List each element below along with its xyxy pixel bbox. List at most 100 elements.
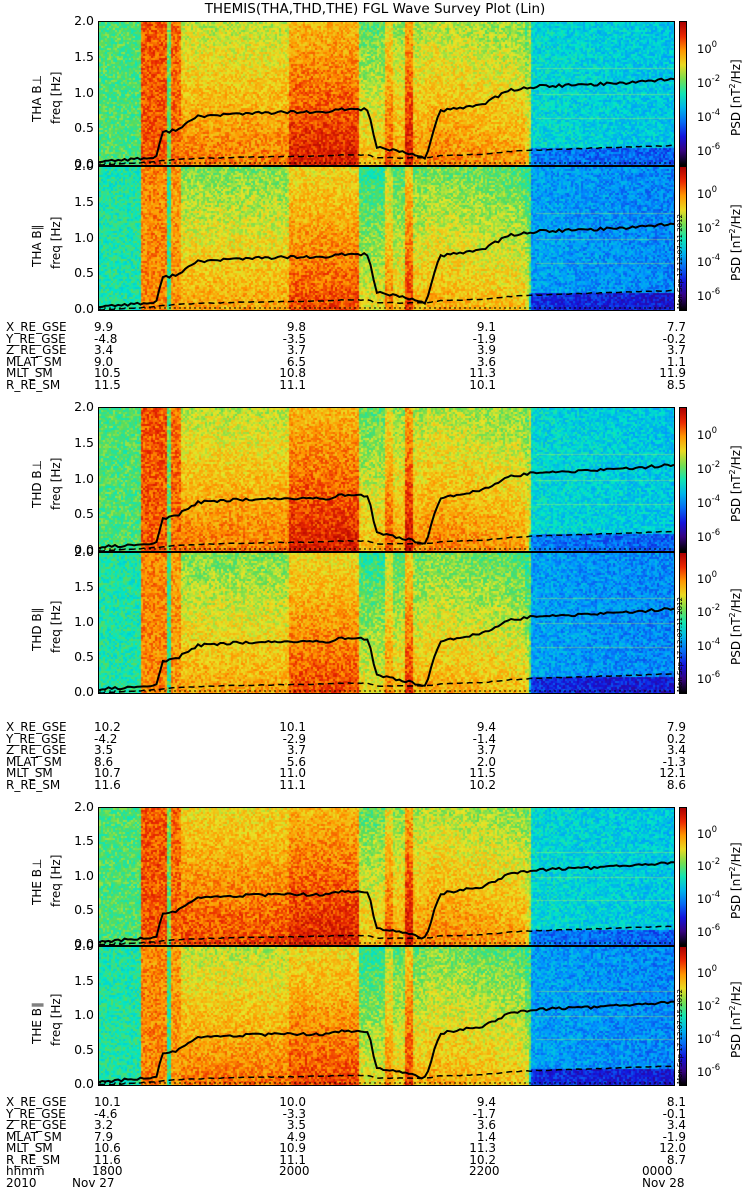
colorbar-tick-base: 10 [697,529,712,544]
colorbar-label-suffix: /Hz] [729,58,743,83]
colorbar-tick-exponent: -4 [711,636,721,647]
colorbar-label-suffix: /Hz] [729,841,743,866]
y-tick-label: 0.0 [74,542,94,557]
colorbar-tick-base: 10 [697,143,712,158]
colorbar-tick-exponent: -2 [711,857,721,868]
orbit-value: 6.5 [286,354,306,369]
orbit-value: -2.9 [282,731,306,746]
orbit-value: 3.4 [94,343,114,358]
colorbar [679,407,687,552]
y-tick-label: 1.5 [74,579,94,594]
lower-frequency-curve [99,289,674,310]
orbit-value: 11.0 [279,766,306,781]
colorbar-tick-exponent: -4 [711,252,721,263]
colorbar-tick-exponent: -6 [711,670,721,681]
y-tick-label: 0.5 [74,506,94,522]
colorbar-tick-base: 10 [697,461,712,476]
colorbar-label-exponent: 2 [728,865,737,871]
colorbar [679,21,687,166]
y-axis-unit-label: freq [Hz] [49,216,63,269]
colorbar-tick-label: 10-2 [697,857,720,872]
colorbar-tick-base: 10 [697,891,712,906]
plot-title: THEMIS(THA,THD,THE) FGL Wave Survey Plot… [204,1,546,17]
orbit-value: 11.3 [469,1141,496,1156]
orbit-value: 1.4 [476,1129,496,1144]
orbit-row-label: Y_RE_GSE [6,331,66,346]
colorbar-tick-exponent: -2 [711,996,721,1007]
orbit-row-label: Z_RE_GSE [6,1118,67,1133]
colorbar-tick-exponent: -6 [711,286,721,297]
colorbar-tick-exponent: -6 [711,527,721,538]
colorbar [679,166,687,311]
y-tick-label: 2.0 [74,399,94,414]
colorbar-label: PSD [nT2/Hz] [728,588,743,665]
orbit-value: 3.5 [94,743,114,758]
orbit-value: 10.2 [94,720,121,734]
orbit-value: 12.1 [659,766,686,781]
colorbar-tick-base: 10 [697,859,712,874]
y-axis-unit-label: freq [Hz] [49,854,63,907]
orbit-row-label: Y_RE_GSE [6,1106,66,1121]
orbit-row-label: X_RE_GSE [6,320,67,334]
orbit-value: -0.2 [662,331,686,346]
y-tick-label: 0.0 [74,684,94,699]
orbit-value: 8.5 [666,378,686,392]
colorbar-label-suffix: /Hz] [729,588,743,613]
colorbar-tick-base: 10 [697,672,712,687]
orbit-value: 11.6 [94,1153,121,1167]
y-tick-label: 1.5 [74,48,94,64]
colorbar-tick-label: 10-2 [697,603,720,618]
colorbar-label-exponent: 2 [728,612,737,618]
lower-frequency-curve [99,530,674,551]
orbit-value: 10.9 [279,1141,306,1156]
colorbar-tick-base: 10 [697,288,712,303]
colorbar-tick-base: 10 [697,427,712,442]
panel-thd-bpar [98,552,675,694]
colorbar-tick-exponent: 0 [711,39,718,50]
orbit-value: 10.6 [94,1141,121,1156]
generation-timestamp: Mon Sep 17 12:07:15 2012 [676,988,684,1084]
colorbar-tick-label: 10-6 [697,670,720,685]
colorbar-tick-base: 10 [697,75,712,90]
colorbar-tick-label: 100 [697,825,717,840]
colorbar-tick-base: 10 [697,571,712,586]
orbit-value: -4.6 [94,1106,118,1121]
orbit-value: 2.0 [476,754,496,769]
panel-tha-bperp [98,21,675,166]
generation-timestamp: Mon Sep 17 12:07:11 2012 [676,596,684,692]
orbit-value: 7.7 [666,320,686,334]
orbit-value: 11.1 [279,378,306,392]
colorbar-label-prefix: PSD [nT [729,870,743,919]
colorbar-tick-label: 100 [697,426,717,441]
orbit-value: 9.1 [476,320,496,334]
y-tick-label: 0.0 [74,156,94,171]
curve-overlay [99,77,674,165]
orbit-value: -1.9 [472,331,496,346]
lower-frequency-curve [99,144,674,165]
panel-tha-bpar [98,166,675,311]
colorbar-tick-base: 10 [697,220,712,235]
y-tick-label: 1.0 [74,84,94,100]
colorbar-tick-base: 10 [697,605,712,620]
colorbar [679,807,687,946]
orbit-row-label: MLAT_SM [6,354,62,369]
colorbar-tick-label: 10-4 [697,108,720,123]
y-tick-label: 0.0 [74,936,94,951]
colorbar-tick-label: 100 [697,570,717,585]
y-tick-label: 0.0 [74,1076,94,1091]
orbit-value: -3.3 [282,1106,306,1121]
colorbar-tick-label: 10-6 [697,142,720,157]
orbit-value: 8.7 [666,1153,686,1167]
curve-overlay [99,1000,674,1085]
colorbar-tick-exponent: -6 [711,1062,721,1073]
spectrogram-image [99,947,674,1085]
colorbar-tick-label: 10-6 [697,1063,720,1078]
panel-thd-bperp [98,407,675,552]
orbit-value: -1.7 [472,1106,496,1121]
orbit-value: 3.5 [286,1118,306,1133]
y-tick-label: 1.0 [74,470,94,486]
orbit-value: 3.6 [476,1118,496,1133]
y-tick-label: 0.5 [74,120,94,136]
orbit-value: 3.7 [286,343,306,358]
